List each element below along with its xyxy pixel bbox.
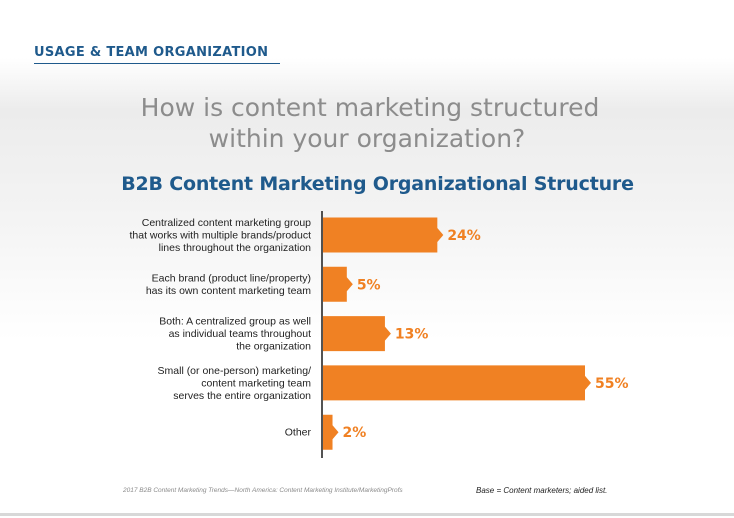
bar-4 xyxy=(323,365,591,401)
bar-1 xyxy=(323,217,444,253)
value-label-3: 13% xyxy=(395,327,429,343)
question-line-1: How is content marketing structured xyxy=(140,93,600,122)
category-label-5: Other xyxy=(285,427,312,439)
category-label-1: Centralized content marketing group that … xyxy=(130,217,312,254)
question-heading: How is content marketing structured with… xyxy=(0,92,734,154)
category-label-3: Both: A centralized group as well as indi… xyxy=(159,316,311,353)
bar-5 xyxy=(323,414,339,450)
bar-3 xyxy=(323,316,391,352)
section-title: USAGE & TEAM ORGANIZATION xyxy=(34,45,269,60)
bar-2 xyxy=(323,266,353,302)
bottom-divider xyxy=(0,513,734,516)
value-label-5: 2% xyxy=(343,425,367,441)
labels-layer: 24% Centralized content marketing group th… xyxy=(130,217,629,441)
question-line-2: within your organization? xyxy=(208,124,526,153)
base-note: Base = Content marketers; aided list. xyxy=(476,486,608,495)
section-underline xyxy=(34,63,280,64)
source-footnote: 2017 B2B Content Marketing Trends—North … xyxy=(123,487,403,494)
category-label-4: Small (or one-person) marketing/content … xyxy=(158,365,312,402)
value-label-4: 55% xyxy=(595,376,629,392)
chart-title: B2B Content Marketing Organizational Str… xyxy=(121,173,634,195)
bars-layer xyxy=(323,217,591,450)
category-label-2: Each brand (product line/property) has it… xyxy=(146,273,311,298)
value-label-1: 24% xyxy=(447,228,481,244)
value-label-2: 5% xyxy=(357,277,381,293)
